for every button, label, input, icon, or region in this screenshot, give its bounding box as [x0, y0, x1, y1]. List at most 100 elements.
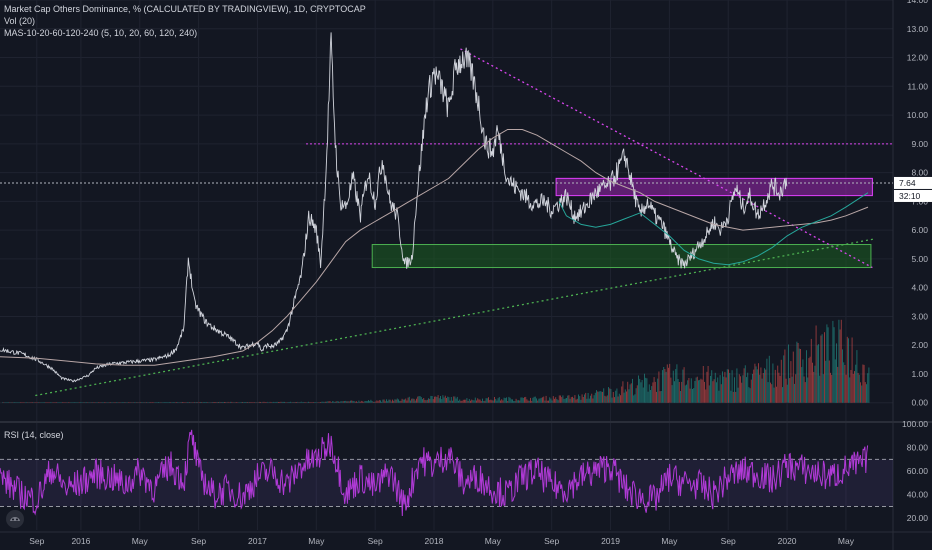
volume-bar: [478, 399, 480, 403]
volume-bar: [773, 387, 775, 403]
current-value-tag: [894, 176, 932, 189]
volume-bar: [155, 402, 157, 403]
volume-bar: [298, 402, 300, 403]
volume-bar: [246, 402, 248, 403]
volume-bar: [183, 402, 185, 403]
volume-bar: [735, 391, 737, 403]
volume-bar: [555, 397, 557, 403]
volume-bar: [635, 388, 637, 403]
volume-bar: [426, 399, 428, 403]
volume-bar: [40, 402, 42, 403]
volume-bar: [611, 397, 613, 403]
volume-bar: [72, 402, 74, 403]
volume-bar: [666, 364, 668, 403]
volume-bar: [508, 396, 510, 403]
volume-bar: [324, 401, 326, 403]
countdown-label: 32:10: [899, 191, 921, 201]
volume-bar: [292, 402, 294, 403]
volume-bar: [196, 402, 198, 403]
volume-bar: [848, 338, 849, 403]
volume-bar: [83, 402, 85, 403]
time-tick-label: Sep: [368, 536, 383, 546]
volume-bar: [44, 402, 45, 403]
moving-average-line: [0, 129, 869, 366]
volume-bar: [129, 402, 131, 403]
volume-bar: [790, 361, 792, 403]
volume-bar: [411, 398, 413, 403]
volume-bar: [512, 399, 513, 403]
volume-bar: [624, 389, 626, 403]
volume-bar: [220, 402, 222, 403]
tradingview-logo-icon[interactable]: [6, 510, 24, 528]
volume-bar: [777, 365, 779, 403]
volume-bar: [372, 401, 374, 403]
volume-bar: [262, 401, 264, 403]
volume-bar: [339, 401, 341, 403]
volume-bar: [117, 402, 119, 403]
volume-bar: [657, 378, 659, 403]
volume-bar: [225, 402, 227, 403]
volume-bar: [59, 402, 61, 403]
volume-bar: [834, 359, 836, 403]
volume-bar: [66, 402, 68, 403]
volume-bar: [156, 402, 158, 403]
volume-bar: [581, 394, 583, 403]
volume-bar: [14, 402, 15, 403]
volume-bar: [401, 398, 403, 403]
volume-bar: [342, 401, 344, 403]
volume-bar: [520, 397, 522, 403]
volume-bar: [604, 395, 606, 403]
volume-bar: [676, 364, 678, 403]
volume-bar: [338, 401, 339, 403]
volume-bar: [140, 402, 141, 403]
volume-bar: [93, 402, 95, 403]
volume-bar: [592, 398, 594, 403]
volume-bar: [557, 400, 559, 403]
volume-bar: [459, 399, 461, 403]
volume-bar: [399, 400, 401, 403]
volume-bar: [267, 401, 269, 403]
volume-bar: [136, 402, 138, 403]
volume-bar: [192, 402, 194, 403]
price-tick-label: 11.00: [907, 81, 928, 91]
volume-bar: [785, 378, 787, 403]
volume-bar: [299, 402, 301, 403]
volume-bar: [476, 400, 477, 403]
volume-bar: [404, 399, 405, 403]
volume-bar: [48, 402, 50, 403]
volume-bar: [94, 402, 96, 403]
volume-bar: [729, 372, 731, 403]
volume-bar: [663, 367, 665, 403]
volume-bar: [440, 396, 441, 403]
volume-bar: [645, 377, 647, 403]
volume-bar: [486, 398, 488, 403]
volume-bar: [456, 396, 458, 403]
volume-bar: [162, 402, 164, 403]
volume-bar: [95, 402, 97, 403]
volume-bar: [621, 386, 623, 403]
volume-bar: [17, 402, 19, 403]
volume-bar: [336, 401, 338, 403]
volume-bar: [365, 401, 367, 403]
volume-bar: [171, 402, 173, 403]
volume-bar: [168, 402, 170, 403]
volume-bar: [857, 372, 859, 403]
volume-bar: [86, 402, 87, 403]
volume-bar: [125, 402, 127, 403]
time-tick-label: Sep: [544, 536, 559, 546]
volume-bar: [496, 400, 498, 403]
volume-bar: [184, 402, 186, 403]
volume-bar: [120, 402, 122, 403]
volume-bar: [234, 402, 236, 403]
volume-bar: [710, 375, 711, 403]
volume-bar: [382, 399, 384, 403]
rsi-tick-label: 80.00: [907, 443, 929, 453]
volume-bar: [629, 384, 631, 403]
volume-bar: [332, 401, 333, 403]
volume-bar: [297, 401, 299, 403]
volume-bar: [506, 397, 507, 403]
volume-bar: [446, 398, 447, 403]
rsi-tick-label: 60.00: [907, 466, 929, 476]
volume-bar: [189, 402, 191, 403]
volume-bar: [855, 364, 857, 403]
